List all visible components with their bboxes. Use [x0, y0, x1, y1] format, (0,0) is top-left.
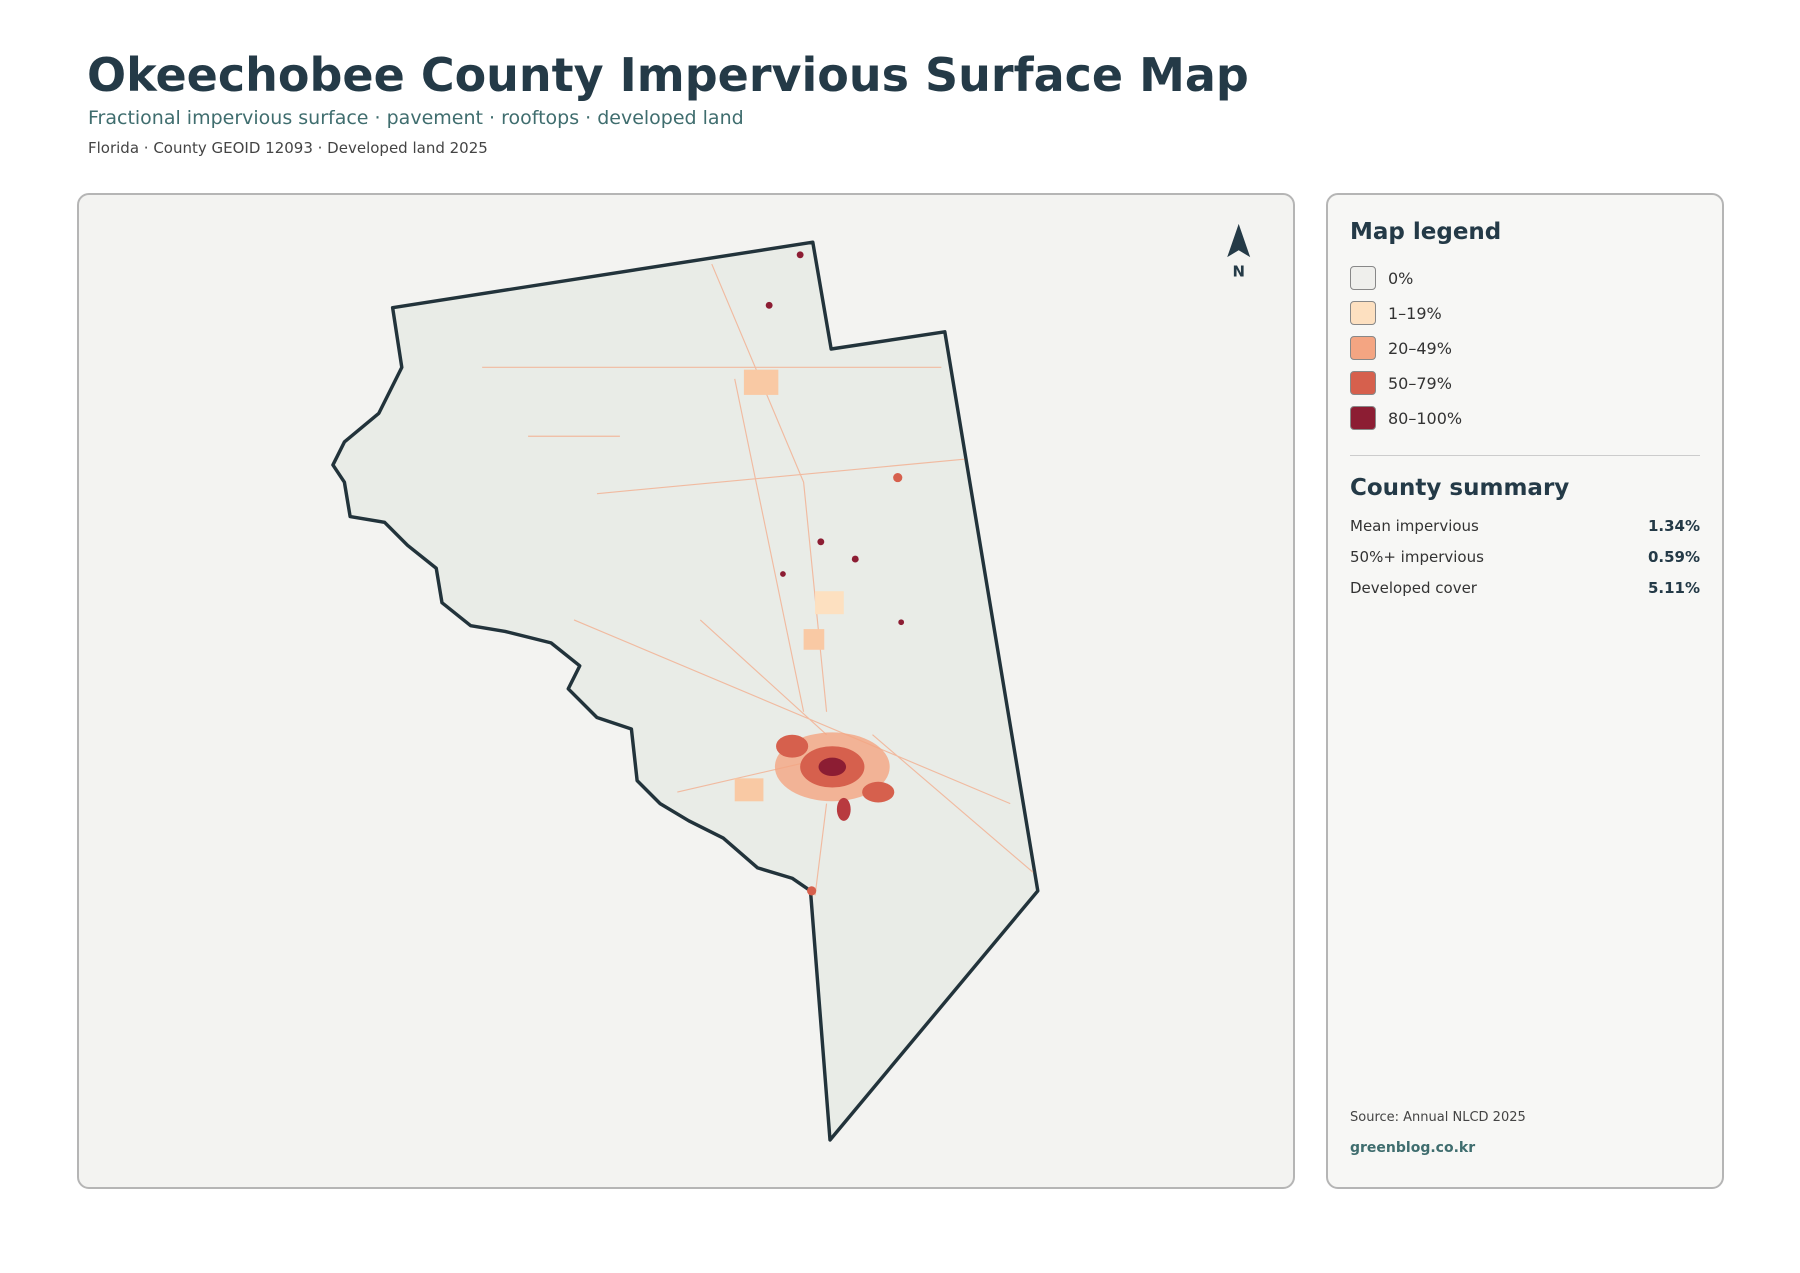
- legend-panel: Map legend 0% 1–19% 20–49% 50–79% 80–100% Co…: [1326, 193, 1724, 1189]
- impervious-patches: [482, 263, 1034, 896]
- summary-label: Mean impervious: [1350, 517, 1479, 535]
- title: Okeechobee County Impervious Surface Map: [87, 48, 1249, 102]
- map-panel: N: [77, 193, 1295, 1189]
- legend-label: 50–79%: [1388, 373, 1452, 393]
- north-label: N: [1232, 263, 1244, 281]
- summary-value: 5.11%: [1647, 579, 1700, 597]
- summary-label: 50%+ impervious: [1350, 548, 1484, 566]
- legend-item: 20–49%: [1350, 335, 1452, 361]
- divider: [1350, 455, 1700, 456]
- meta: Florida · County GEOID 12093 · Developed…: [88, 139, 488, 157]
- legend-item: 0%: [1350, 265, 1413, 291]
- legend-label: 80–100%: [1388, 408, 1463, 428]
- legend-label: 20–49%: [1388, 338, 1452, 358]
- map: N: [331, 223, 1251, 1142]
- north-arrow: N: [1227, 223, 1251, 281]
- summary-row: Mean impervious 1.34%: [1350, 517, 1700, 535]
- summary-value: 1.34%: [1647, 517, 1700, 535]
- summary-row: Developed cover 5.11%: [1350, 579, 1700, 597]
- legend-title: Map legend: [1350, 219, 1502, 245]
- source: Source: Annual NLCD 2025: [1350, 1110, 1526, 1125]
- legend-item: 80–100%: [1350, 405, 1462, 431]
- urban-core: [734, 251, 905, 896]
- legend-swatch: [1350, 371, 1376, 395]
- legend-item: 1–19%: [1350, 300, 1442, 326]
- summary-row: 50%+ impervious 0.59%: [1350, 548, 1700, 566]
- legend-label: 1–19%: [1388, 303, 1442, 323]
- summary-label: Developed cover: [1350, 579, 1477, 597]
- summary-value: 0.59%: [1647, 548, 1700, 566]
- credit: greenblog.co.kr: [1350, 1140, 1476, 1156]
- legend-label: 0%: [1388, 268, 1414, 288]
- subtitle: Fractional impervious surface · pavement…: [88, 107, 744, 129]
- legend-swatch: [1350, 406, 1376, 430]
- summary-title: County summary: [1350, 475, 1570, 501]
- legend-item: 50–79%: [1350, 370, 1452, 396]
- legend-swatch: [1350, 336, 1376, 360]
- legend-swatch: [1350, 301, 1376, 325]
- legend-swatch: [1350, 266, 1376, 290]
- county-shape: [331, 240, 1040, 1142]
